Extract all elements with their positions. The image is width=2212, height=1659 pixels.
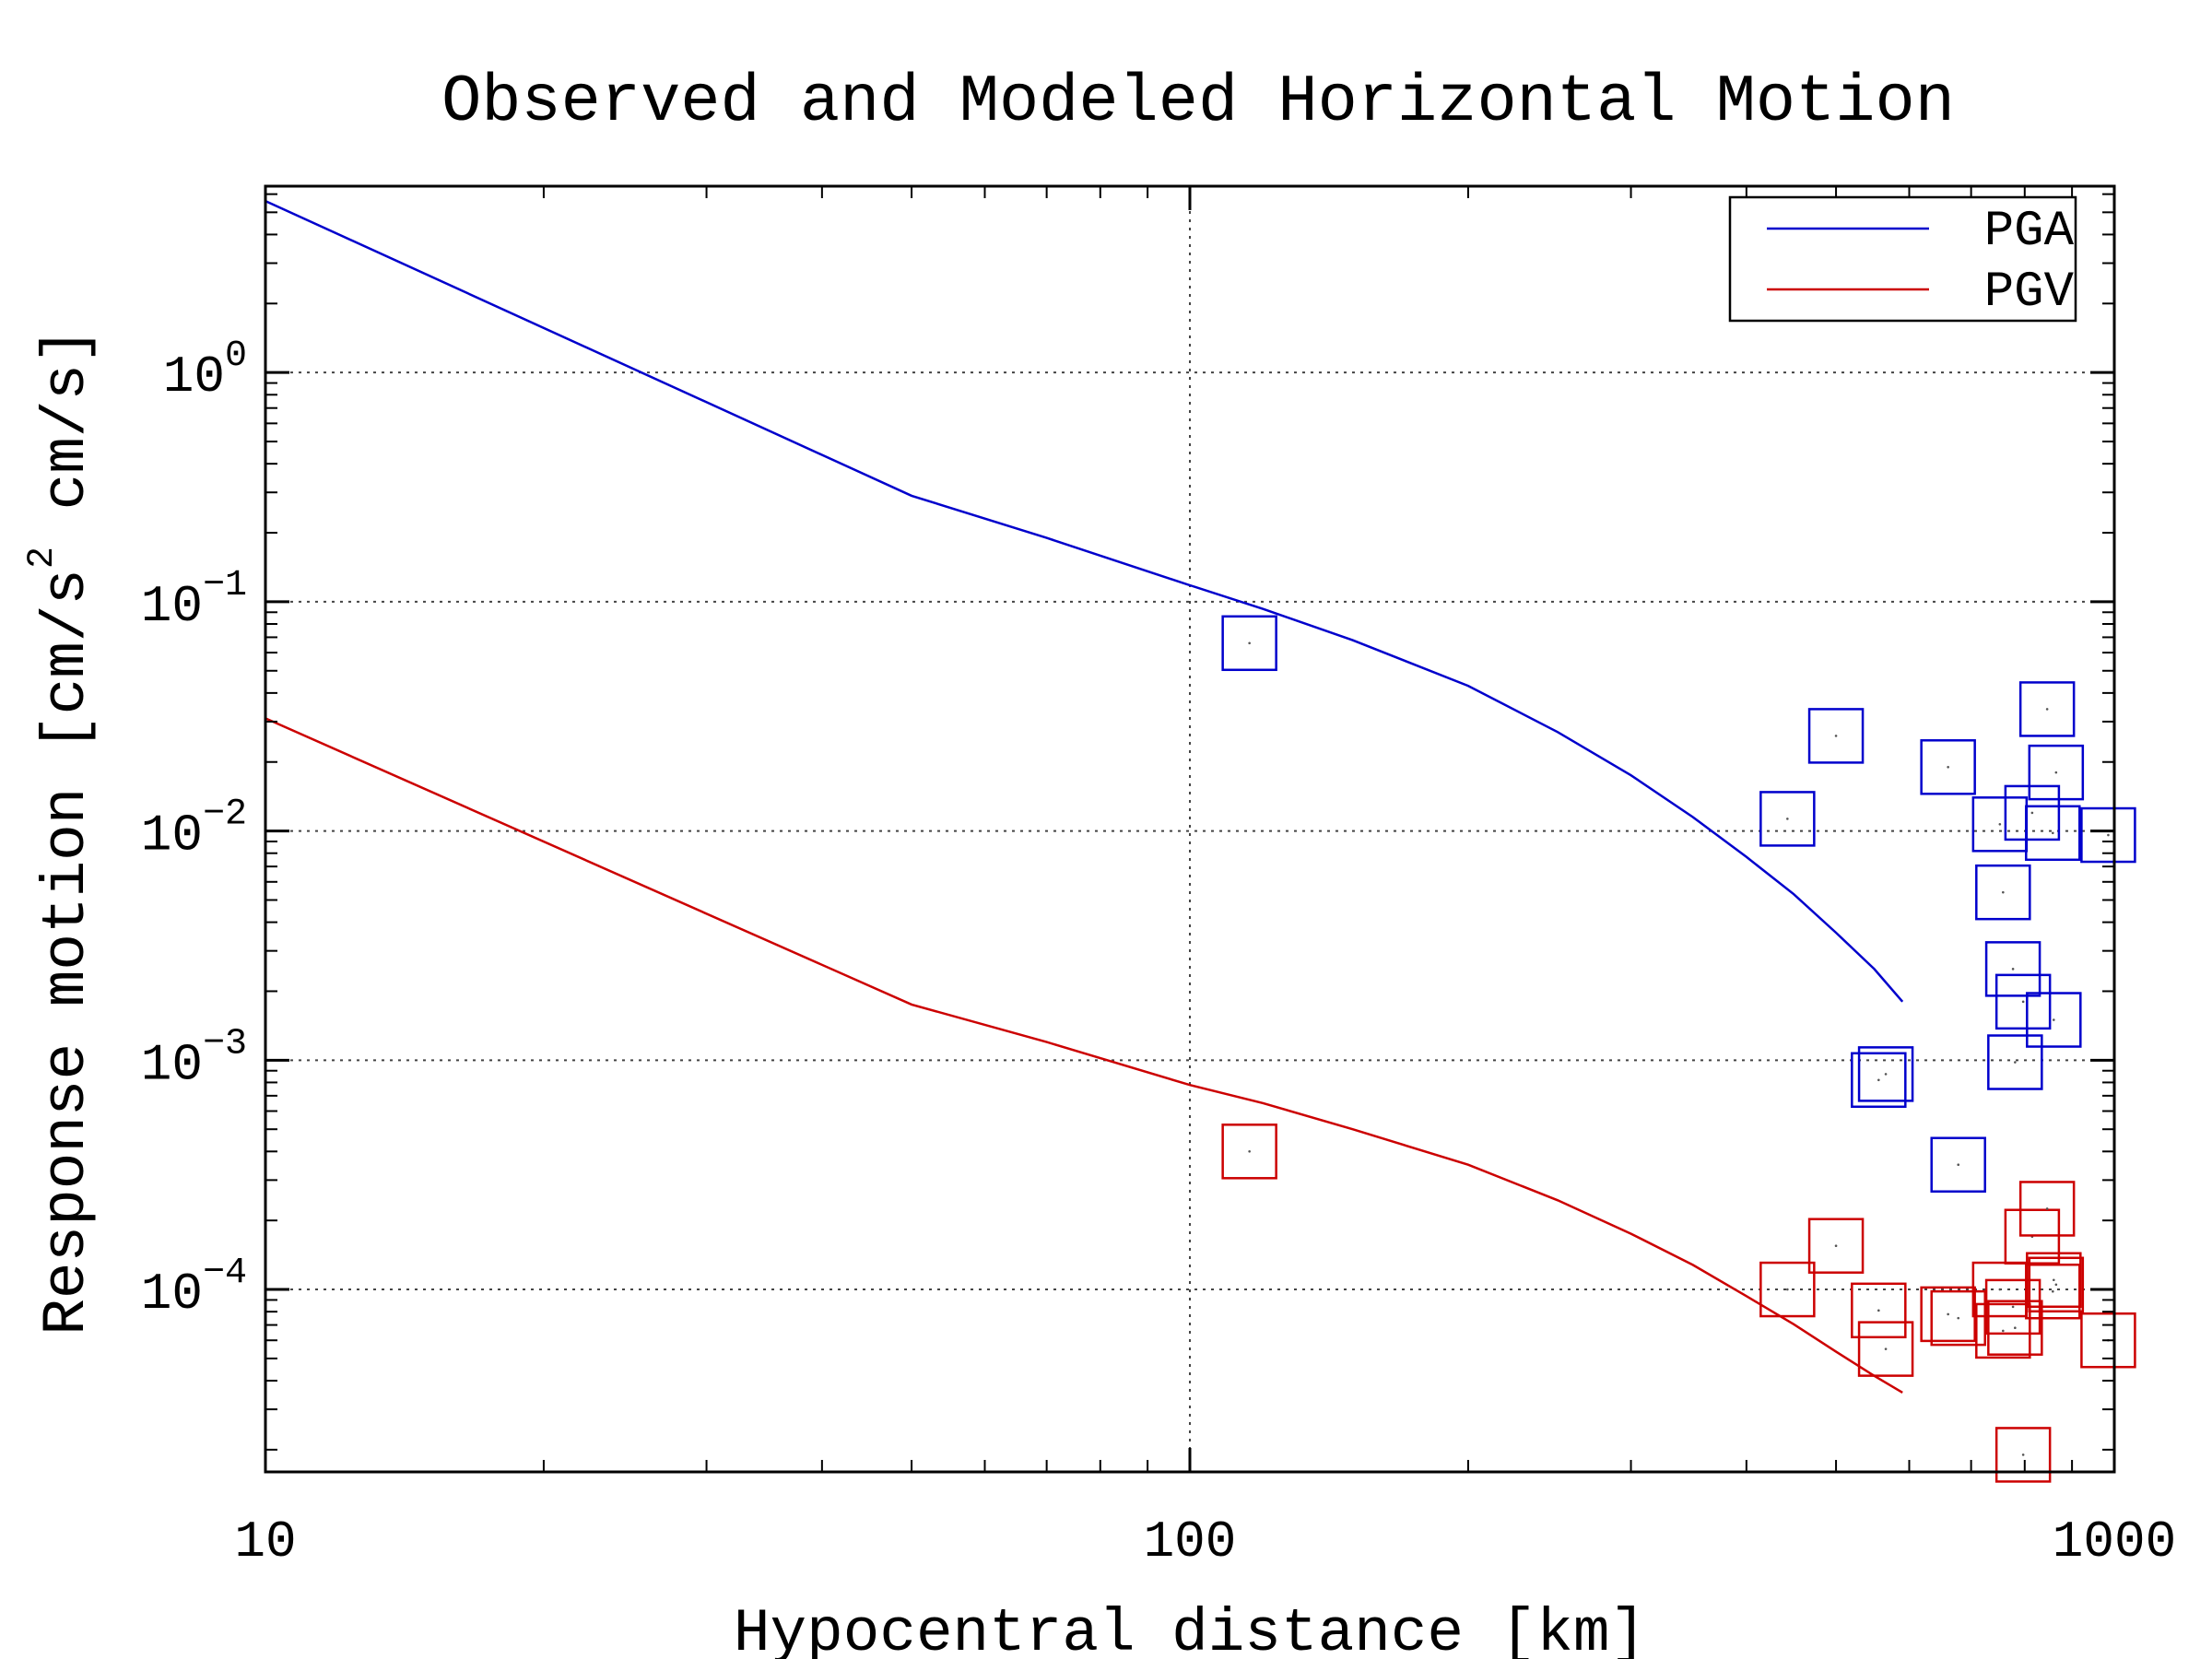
observed-pga-point <box>2030 811 2034 815</box>
y-axis-label-tail: cm/s] <box>32 327 101 547</box>
y-tick-label: 10−2 <box>141 794 247 865</box>
observed-pgv-marker <box>1975 1302 2031 1359</box>
observed-pgv-point <box>2002 1329 2005 1333</box>
x-axis-label: Hypocentral distance [km] <box>734 1599 1646 1659</box>
observed-pga-point <box>2053 1018 2055 1021</box>
observed-pga-point <box>2054 771 2058 774</box>
y-tick-labels: 100 10−1 10−2 10−3 10−4 <box>141 335 247 1324</box>
x-tick-label: 100 <box>1144 1512 1237 1571</box>
observed-pga-marker <box>1994 973 2052 1030</box>
observed-pgv-point <box>2045 1207 2049 1210</box>
observed-pgv-point <box>1248 1150 1251 1153</box>
observed-pga-point <box>1786 818 1789 820</box>
observed-pga-marker <box>1221 615 1277 672</box>
observed-pgv-marker <box>2018 1181 2076 1237</box>
observed-pga-point <box>2014 1061 2017 1064</box>
grid-lines <box>265 186 2114 1472</box>
observed-pgv-marker <box>1994 1427 2052 1483</box>
observed-pga-point <box>1877 1078 1880 1082</box>
axis-ticks <box>264 186 2116 1472</box>
observed-pga-marker <box>1807 708 1865 764</box>
observed-pga-marker <box>2018 681 2076 737</box>
observed-pgv-point <box>2014 1326 2017 1330</box>
observed-pgv-marker <box>1987 1300 2043 1356</box>
observed-pga-marker <box>1759 791 1816 847</box>
observed-pga-marker <box>1857 1046 1914 1102</box>
observed-pgv-point <box>2051 1289 2054 1293</box>
observed-pgv-marker <box>1857 1321 1914 1377</box>
y-tick-label: 100 <box>163 335 247 406</box>
observed-pgv-point <box>1884 1347 1888 1350</box>
y-tick-label: 10−1 <box>141 565 247 636</box>
observed-pgv-point <box>2021 1453 2025 1456</box>
observed-pgv-marker <box>2028 1256 2085 1313</box>
observed-pgv-point <box>1834 1244 1838 1248</box>
observed-pgv-point <box>1786 1288 1789 1291</box>
observed-pgv-point <box>1947 1312 1949 1316</box>
observed-pga-point <box>1947 765 1949 769</box>
observed-pga-point <box>2107 833 2110 837</box>
observed-pga-point <box>2021 1000 2025 1004</box>
observed-pgv-marker <box>1807 1218 1865 1274</box>
observed-pga-marker <box>2080 806 2136 864</box>
observed-pga-marker <box>2026 992 2082 1048</box>
x-tick-label: 1000 <box>2053 1512 2176 1571</box>
observed-pgv-marker <box>2080 1312 2136 1369</box>
observed-pgv-marker <box>1221 1124 1277 1180</box>
observed-pga-marker <box>2025 805 2081 862</box>
legend: PGA PGV <box>1728 195 2077 323</box>
y-axis-label-main: Response motion [cm/s <box>32 569 101 1335</box>
observed-pga-point <box>2002 890 2005 894</box>
y-axis-label-superscript: 2 <box>22 547 64 569</box>
observed-pga-point <box>2045 708 2049 711</box>
observed-pgv-marker <box>1920 1286 1976 1343</box>
series-line-pga <box>265 199 1904 1003</box>
observed-pga-marker <box>2004 784 2061 841</box>
series-line-pgv <box>265 717 1903 1394</box>
x-tick-labels: 10 100 1000 <box>234 1512 2176 1571</box>
observed-pga-point <box>1957 1163 1960 1167</box>
observed-pga-point <box>2011 968 2015 971</box>
observed-pga-marker <box>1984 941 2041 997</box>
observed-pga-point <box>1998 823 2002 826</box>
y-axis-label: Response motion [cm/s2 cm/s] <box>22 327 101 1335</box>
series-lines <box>265 199 1904 1394</box>
observed-pgv-marker <box>2004 1208 2061 1265</box>
observed-pgv-marker <box>1759 1261 1816 1318</box>
observed-pgv-marker <box>1930 1289 1986 1347</box>
observed-pga-marker <box>1851 1052 1907 1109</box>
observed-pgv-marker <box>1851 1282 1907 1339</box>
observed-pga-point <box>2051 831 2054 835</box>
legend-label-pgv: PGV <box>1984 265 2075 321</box>
observed-pgv-point <box>1877 1309 1880 1312</box>
observed-pga-point <box>1884 1073 1888 1076</box>
observed-pga-marker <box>1987 1034 2043 1090</box>
legend-label-pga: PGA <box>1984 204 2075 260</box>
y-tick-label: 10−4 <box>141 1253 247 1324</box>
observed-pgv-point <box>1957 1316 1960 1320</box>
observed-pgv-point <box>2054 1283 2058 1287</box>
observed-pga-marker <box>2028 744 2085 801</box>
y-tick-label: 10−3 <box>141 1023 247 1094</box>
observed-pga-marker <box>1930 1136 1986 1193</box>
legend-box <box>1728 195 2077 323</box>
observed-pga-marker <box>1975 864 2031 921</box>
observed-pga-point <box>1834 735 1838 737</box>
observed-pga-point <box>1248 641 1251 645</box>
observed-pgv-point <box>1998 1288 2002 1291</box>
observed-pga-marker <box>1920 739 1976 795</box>
observed-pgv-point <box>2053 1278 2055 1282</box>
x-tick-label: 10 <box>234 1512 296 1571</box>
chart-title: Observed and Modeled Horizontal Motion <box>441 65 1955 140</box>
observed-pgv-point <box>2011 1305 2015 1309</box>
observed-markers <box>1221 615 2136 1483</box>
observed-pgv-marker <box>2026 1252 2082 1309</box>
